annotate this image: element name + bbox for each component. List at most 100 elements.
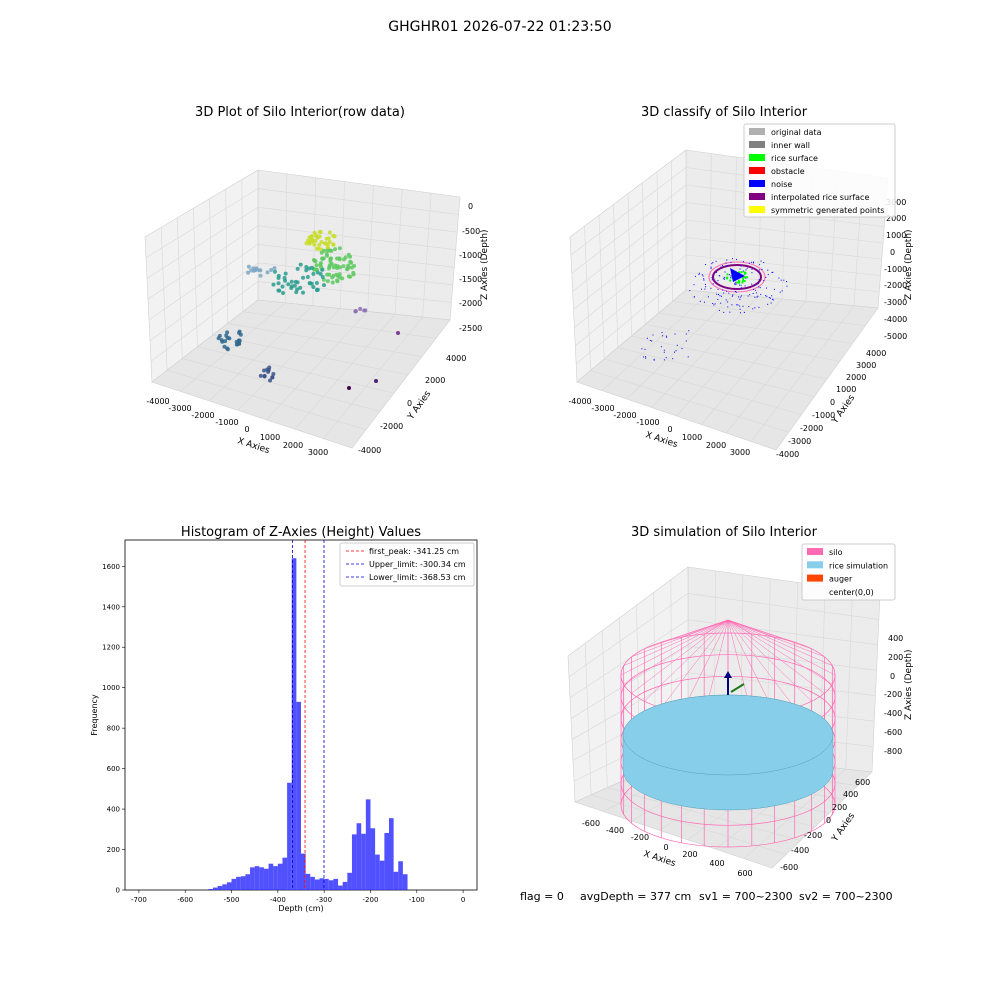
noise-point	[737, 296, 739, 298]
noise-point	[734, 284, 736, 286]
raw-point	[331, 273, 336, 278]
histogram-legend-label: Lower_limit: -368.53 cm	[369, 573, 466, 582]
raw-point	[346, 252, 351, 257]
histogram-bar	[333, 878, 339, 890]
silo-wire-roof	[704, 619, 729, 635]
grid-line	[257, 206, 458, 233]
raw-z-tick-5: -2500	[459, 324, 482, 333]
histogram-y-ticks: 0 200 400 600 800 1000 1200 1400 1600	[102, 563, 125, 895]
classify-legend-box	[743, 123, 896, 218]
raw-point	[326, 245, 331, 250]
raw-point	[340, 276, 345, 281]
noise-point	[723, 292, 725, 294]
noise-point	[771, 272, 773, 274]
histogram-bar	[347, 872, 352, 890]
sim-z-tick-0: 400	[888, 634, 903, 643]
grid-line	[237, 308, 341, 411]
histogram-y-tick-label: 1400	[102, 603, 120, 611]
cls-y-tick-1: -3000	[788, 437, 811, 446]
raw-point	[225, 330, 230, 335]
legend-swatch	[749, 141, 765, 148]
histogram-x-tick-label: -700	[131, 896, 147, 904]
noise-point	[742, 270, 744, 272]
raw-point	[319, 250, 324, 255]
noise-point	[740, 287, 742, 289]
raw-point	[282, 276, 287, 281]
cls-x-label: X Axies	[644, 430, 679, 450]
noise-point	[748, 262, 750, 264]
histogram-x-tick-label: -200	[363, 896, 379, 904]
histogram-bar	[217, 885, 223, 890]
raw-point	[325, 279, 330, 284]
raw-points	[216, 229, 400, 390]
rice-surface-point	[746, 276, 749, 279]
rice-surface-point	[743, 276, 746, 279]
legend-swatch	[749, 180, 765, 187]
noise-point	[772, 299, 774, 301]
noise-point	[745, 277, 747, 279]
rice-surface-point	[742, 277, 745, 280]
noise-point	[721, 295, 723, 297]
histogram-bar	[314, 879, 320, 890]
histogram-bar	[277, 863, 283, 890]
noise-point	[676, 344, 678, 346]
noise-point	[772, 271, 774, 273]
noise-point	[783, 279, 785, 281]
status-line: flag = 0 avgDepth = 377 cm sv1 = 700~230…	[520, 890, 893, 903]
cls-z-tick-6: -3000	[884, 298, 907, 307]
sim-z-tick-3: -200	[884, 690, 902, 699]
sim-z-tick-4: -400	[884, 709, 902, 718]
legend-swatch	[749, 193, 765, 200]
grid-line	[167, 369, 367, 431]
noise-point	[693, 284, 695, 286]
noise-point	[747, 295, 749, 297]
histogram-bar	[291, 558, 297, 890]
grid-line	[685, 237, 882, 260]
histogram-bar	[208, 888, 213, 890]
noise-point	[779, 291, 781, 293]
noise-point	[739, 298, 741, 300]
histogram-bar	[402, 874, 408, 890]
grid-line	[671, 160, 673, 302]
grid-line	[257, 262, 453, 286]
noise-point	[731, 295, 733, 297]
histogram-bar	[254, 866, 260, 890]
noise-point	[752, 292, 754, 294]
raw-point	[325, 272, 330, 277]
noise-point	[698, 273, 700, 275]
silo-wire-roof	[681, 619, 729, 713]
cls-x-tick-3: -1000	[636, 418, 659, 427]
noise-point	[717, 288, 719, 290]
legend-swatch	[807, 561, 823, 569]
noise-point	[712, 283, 714, 285]
noise-point	[645, 357, 647, 359]
raw-z-tick-4: -2000	[459, 299, 482, 308]
sim-z-tick-5: -600	[884, 728, 902, 737]
noise-point	[722, 265, 724, 267]
noise-point	[727, 301, 729, 303]
interpolated-rice-ring	[712, 264, 762, 290]
raw-point	[298, 285, 303, 290]
grid-line	[685, 272, 880, 293]
silo-wire-roof	[727, 619, 833, 666]
grid-line	[257, 281, 452, 303]
grid-line	[212, 334, 409, 376]
grid-line	[394, 189, 403, 315]
raw-point	[304, 241, 309, 246]
noise-point	[726, 259, 728, 261]
noise-point	[736, 304, 738, 306]
noise-point	[704, 288, 706, 290]
noise-point	[724, 277, 726, 279]
histogram-bar	[226, 882, 232, 890]
raw-point	[396, 331, 400, 335]
noise-point	[745, 269, 747, 271]
raw-x-tick-4: 0	[244, 425, 249, 434]
grid-line	[209, 198, 213, 336]
noise-point	[704, 264, 706, 266]
sim-y-tick-6: 600	[855, 778, 870, 787]
legend-label: rice surface	[771, 154, 818, 163]
grid-line	[845, 590, 853, 770]
raw-point	[320, 267, 325, 272]
noise-point	[703, 279, 705, 281]
histogram-bar	[250, 867, 255, 890]
